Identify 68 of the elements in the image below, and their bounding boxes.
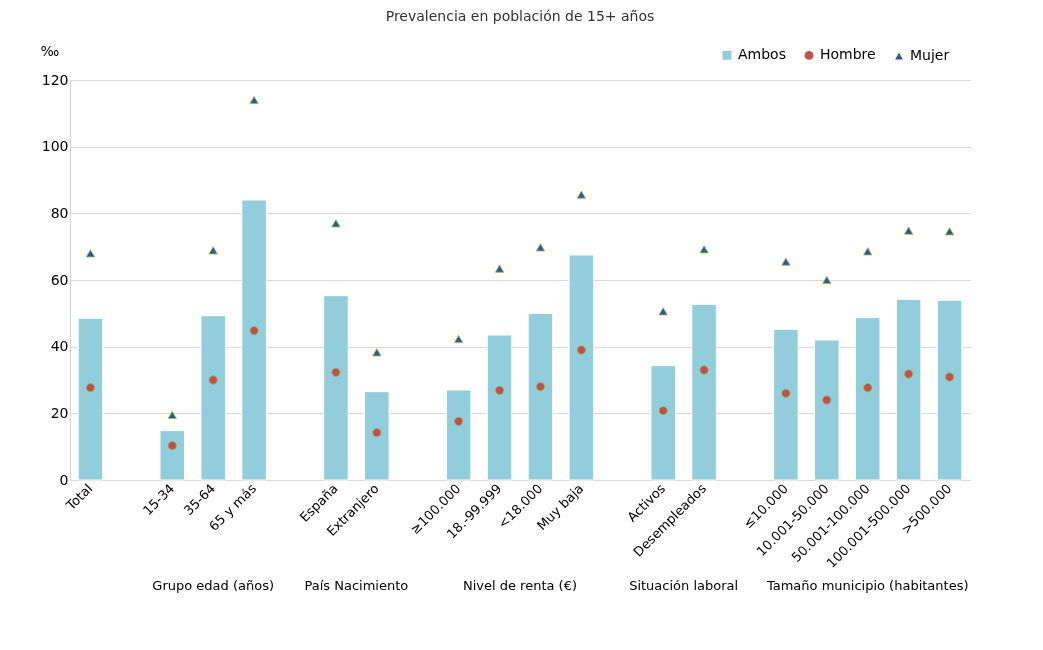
point xyxy=(576,345,586,355)
y-tick-label: 80 xyxy=(50,204,69,221)
bar xyxy=(486,334,513,481)
bar xyxy=(895,298,922,481)
point xyxy=(781,257,791,266)
bar xyxy=(691,303,717,481)
point xyxy=(85,383,96,393)
point xyxy=(494,264,505,273)
bar xyxy=(323,295,349,481)
text: País Nacimiento xyxy=(304,578,409,593)
point xyxy=(822,395,832,405)
point xyxy=(863,247,873,256)
point xyxy=(699,245,709,254)
bar xyxy=(773,328,799,481)
point xyxy=(863,383,873,393)
point xyxy=(494,385,505,395)
point xyxy=(576,190,586,199)
text: Nivel de renta (€) xyxy=(462,578,578,593)
bar xyxy=(568,254,595,481)
point xyxy=(208,375,218,385)
y-tick-label: 40 xyxy=(50,338,69,355)
bar xyxy=(364,391,390,481)
point xyxy=(249,95,259,105)
y-tick-label: 0 xyxy=(59,471,69,488)
legend-label: Ambos xyxy=(738,46,786,63)
bar xyxy=(241,199,267,481)
point xyxy=(535,382,546,392)
point xyxy=(167,410,177,420)
point xyxy=(822,275,832,285)
text: Situación laboral xyxy=(629,578,739,593)
point xyxy=(454,334,464,344)
text: Grupo edad (años) xyxy=(152,578,275,593)
point xyxy=(331,219,341,228)
y-axis-title: ‰ xyxy=(40,42,60,59)
point xyxy=(904,226,914,235)
bar xyxy=(936,299,963,481)
point xyxy=(781,388,791,398)
y-tick-label: 60 xyxy=(50,271,69,288)
point xyxy=(699,365,709,375)
bar xyxy=(77,317,104,481)
bar xyxy=(650,365,676,481)
point xyxy=(208,246,218,255)
y-tick-label: 20 xyxy=(50,404,69,421)
point xyxy=(372,348,382,357)
y-tick-label: 100 xyxy=(41,138,69,155)
bar xyxy=(445,389,472,481)
bar xyxy=(814,339,840,481)
point xyxy=(167,441,177,451)
y-tick-label: 120 xyxy=(41,71,69,88)
point xyxy=(904,369,914,379)
legend-label: Hombre xyxy=(820,46,876,63)
text: Tamaño municipio (habitantes) xyxy=(765,578,969,593)
point xyxy=(535,243,546,252)
bar xyxy=(527,312,554,481)
bar xyxy=(200,315,226,481)
bar xyxy=(159,430,186,481)
legend-label: Mujer xyxy=(910,46,950,63)
point xyxy=(85,249,96,258)
point xyxy=(331,367,341,377)
point xyxy=(249,326,259,336)
point xyxy=(658,406,668,416)
point xyxy=(372,428,382,438)
bar xyxy=(854,317,881,481)
point xyxy=(944,372,955,382)
point xyxy=(454,416,464,426)
point xyxy=(658,307,668,316)
chart-title: Prevalencia en población de 15+ años xyxy=(385,8,655,24)
point xyxy=(944,227,955,236)
